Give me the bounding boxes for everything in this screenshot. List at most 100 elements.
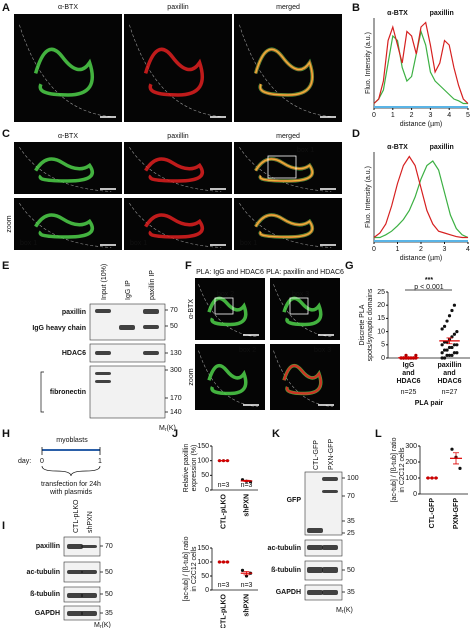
n-label: n=3: [218, 482, 230, 489]
error-bar: [446, 337, 453, 345]
column-label: paxillin: [167, 4, 189, 11]
mw-label: 35: [347, 589, 355, 596]
panel-label: L: [375, 428, 382, 440]
profile-line: [373, 155, 468, 239]
lane-label: Input (10%): [101, 264, 108, 300]
day-value: 0: [40, 458, 44, 465]
fluorescence: [144, 213, 205, 239]
cell-outline: [198, 284, 259, 338]
panel-label: H: [2, 428, 10, 440]
y-tick-label: 200: [405, 459, 417, 466]
band: [143, 309, 159, 314]
blot: [304, 471, 343, 536]
micrograph: [14, 14, 122, 122]
mw-label: 140: [170, 409, 182, 416]
lane-label: paxillin IP: [149, 270, 156, 300]
profile-line: [373, 21, 469, 104]
row-label: IgG heavy chain: [32, 325, 86, 332]
band: [67, 611, 83, 616]
y-tick-label: 5: [381, 342, 385, 349]
box-outline: [214, 297, 234, 315]
micrograph: [14, 142, 122, 194]
bracket: [40, 371, 44, 413]
band: [81, 611, 97, 616]
x-axis-label: distance (µm): [400, 121, 443, 128]
band: [81, 593, 97, 598]
y-axis-label: Fluo. Intensity (a.u.): [365, 166, 372, 228]
y-axis-label: spots/synaptic domains: [367, 288, 374, 361]
x-axis-label: distance (µm): [400, 255, 443, 262]
micrograph: [124, 142, 232, 194]
micrograph: [270, 344, 340, 410]
mw-unit-part: r: [342, 609, 344, 615]
fluorescence: [254, 214, 314, 238]
data-point: [414, 353, 418, 357]
band: [95, 372, 111, 375]
mw-unit-part: M: [94, 622, 100, 628]
mw-unit-part: r: [100, 624, 102, 628]
data-point: [452, 332, 457, 336]
p-value: p < 0.001: [414, 284, 443, 291]
mw-label: 35: [105, 610, 113, 617]
fluorescence: [254, 158, 314, 182]
box-label: box 2: [217, 291, 234, 298]
zoom-label: zoom: [6, 215, 13, 232]
x-tick-label: 2: [419, 246, 423, 253]
zoom-label: box 2: [239, 347, 256, 354]
n-label: n=25: [401, 389, 417, 396]
x-tick-label: 0: [372, 112, 376, 119]
column-label: merged: [276, 4, 300, 11]
x-tick-label: shPXN: [243, 494, 250, 517]
pla-title: PLA: IgG and HDAC6: [196, 269, 264, 276]
micrograph: [195, 278, 265, 340]
x-tick-label: 1: [396, 246, 400, 253]
legend-label: α-BTX: [387, 144, 408, 151]
significance: ***: [425, 277, 433, 284]
profile-line: [374, 160, 469, 239]
band: [322, 590, 338, 595]
panel-label: I: [2, 520, 5, 532]
y-tick-label: 100: [197, 559, 209, 566]
band: [307, 545, 323, 550]
zoom-label: box 3: [314, 347, 331, 354]
fluorescence: [282, 296, 323, 327]
mw-label: 50: [170, 323, 178, 330]
legend-label: paxillin: [430, 10, 454, 17]
y-axis-label: Discrete PLA: [359, 304, 366, 345]
data-point: [445, 319, 449, 323]
x-tick-label: and: [402, 370, 414, 377]
row-label: ac-tubulin: [27, 569, 60, 576]
data-point: [440, 343, 444, 347]
x-tick-label: 4: [466, 246, 470, 253]
day-value: 1: [98, 458, 102, 465]
fluorescence: [34, 157, 95, 183]
panel-label: B: [352, 2, 360, 14]
note: transfection for 24h: [41, 481, 101, 488]
cell-outline: [198, 350, 259, 407]
band: [67, 544, 83, 549]
y-tick-label: 0: [205, 487, 209, 494]
cell-outline: [239, 203, 332, 248]
cell-outline: [129, 147, 222, 192]
mw-label: 170: [170, 395, 182, 402]
n-label: n=3: [241, 482, 253, 489]
n-label: n=27: [442, 389, 458, 396]
mw-unit-part: r: [165, 427, 167, 433]
y-tick-label: 100: [197, 458, 209, 465]
x-tick-label: 0: [372, 246, 376, 253]
panel-label: A: [2, 2, 10, 14]
data-point: [450, 308, 454, 313]
y-tick-label: 50: [201, 573, 209, 580]
lane-label: IgG IP: [125, 280, 132, 300]
error-bar: [243, 479, 250, 482]
row-label: fibronectin: [50, 389, 86, 396]
y-tick-label: 50: [201, 472, 209, 479]
data-point: [440, 356, 444, 360]
data-point: [455, 351, 459, 355]
data-point: [455, 330, 459, 334]
mw-label: 70: [170, 307, 178, 314]
y-tick-label: 20: [377, 302, 385, 309]
data-point: [445, 348, 449, 352]
x-tick-label: 3: [428, 112, 432, 119]
